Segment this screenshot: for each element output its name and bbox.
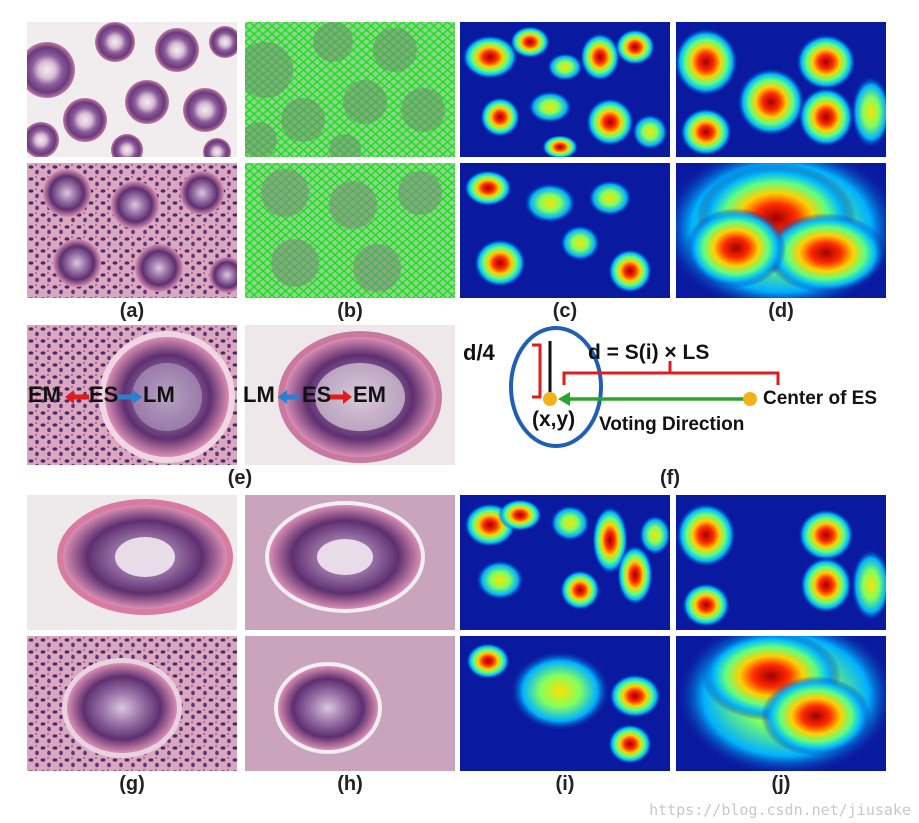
caption-h: (h) <box>337 773 363 795</box>
panel-i-top <box>460 495 670 630</box>
e-left-blue-arrow <box>118 390 142 404</box>
caption-c: (c) <box>552 300 578 322</box>
caption-e: (e) <box>227 467 253 489</box>
label-center-es: Center of ES <box>763 388 878 409</box>
e-left-lm: LM <box>143 382 175 407</box>
e-right-es: ES <box>302 382 332 407</box>
label-distance-formula: d = S(i) × LS <box>588 341 710 364</box>
watermark: https://blog.csdn.net/jiusake <box>649 801 911 819</box>
e-left-red-arrow <box>65 390 89 404</box>
point-xy <box>543 392 557 406</box>
panel-e-right <box>245 325 455 465</box>
d-bracket <box>562 371 780 385</box>
e-right-lm: LM <box>243 382 275 407</box>
panel-e-left <box>27 325 237 465</box>
panel-b-bottom <box>245 163 455 298</box>
label-voting-direction: Voting Direction <box>599 414 745 435</box>
voting-diagram <box>509 326 780 448</box>
panel-i-bottom <box>460 636 670 771</box>
panel-h-bottom <box>245 636 455 771</box>
e-right-blue-arrow <box>278 390 300 404</box>
panel-h-top <box>245 495 455 630</box>
caption-i: (i) <box>555 773 575 795</box>
panel-d-top <box>676 22 886 157</box>
panel-j-bottom <box>676 636 886 771</box>
es-ellipse <box>509 326 603 448</box>
panel-j-top <box>676 495 886 630</box>
panel-c-top <box>460 22 670 157</box>
e-right-red-arrow <box>330 390 352 404</box>
caption-a: (a) <box>119 300 145 322</box>
e-left-es: ES <box>89 382 119 407</box>
label-d-over-4: d/4 <box>463 340 495 365</box>
e-left-em: EM <box>28 382 61 407</box>
panel-a-top <box>27 22 237 157</box>
panel-a-bottom <box>27 163 237 298</box>
label-xy: (x,y) <box>532 408 576 431</box>
panel-d-bottom <box>676 163 886 298</box>
caption-g: (g) <box>119 773 145 795</box>
e-right-em: EM <box>353 382 386 407</box>
panel-g-top <box>27 495 237 630</box>
center-es-dot <box>743 392 757 406</box>
caption-j: (j) <box>771 773 791 795</box>
caption-d: (d) <box>768 300 794 322</box>
d4-bracket <box>532 343 542 399</box>
panel-g-bottom <box>27 636 237 771</box>
panel-b-top <box>245 22 455 157</box>
caption-b: (b) <box>337 300 363 322</box>
panel-c-bottom <box>460 163 670 298</box>
gland-cluster <box>27 22 237 157</box>
caption-f: (f) <box>660 467 680 489</box>
